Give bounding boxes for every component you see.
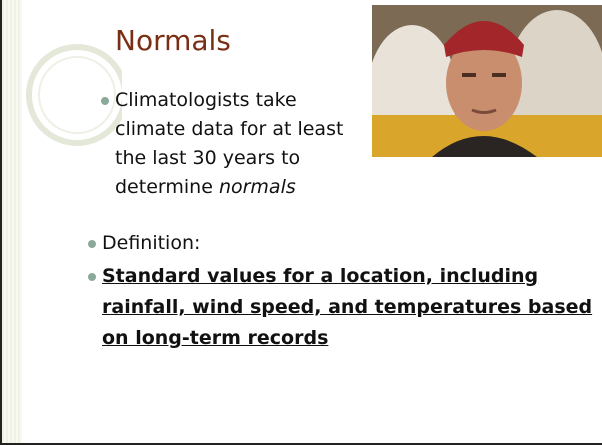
photo	[372, 5, 602, 157]
decoration	[2, 0, 122, 160]
bullet-text: Definition:	[102, 229, 582, 258]
slide-title: Normals	[115, 24, 231, 57]
slide: Normals Climatologists take climate data…	[0, 0, 602, 445]
emphasis: normals	[219, 176, 296, 198]
definition-text: Standard values for a location, includin…	[102, 261, 597, 354]
bullet-text: Climatologists take climate data for at …	[115, 86, 360, 202]
bullet-dot	[88, 273, 96, 281]
bullet-dot	[88, 240, 96, 248]
bullet-dot	[101, 97, 109, 105]
